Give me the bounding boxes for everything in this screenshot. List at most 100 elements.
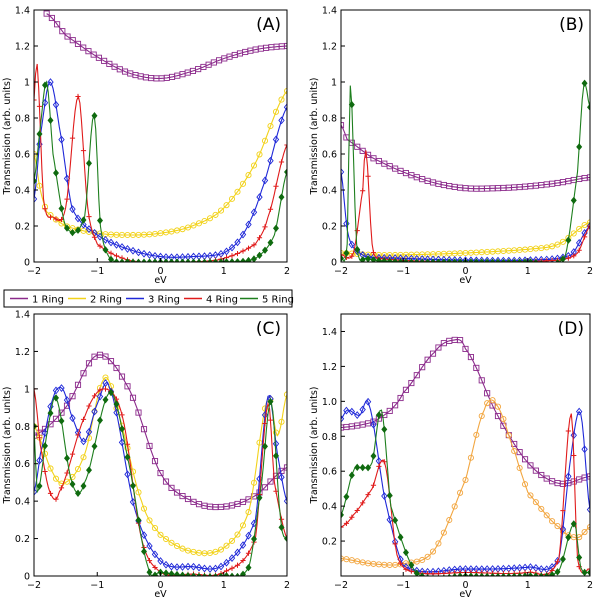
marker-2-1-46: [586, 219, 590, 226]
marker-3-4-46: [284, 534, 287, 543]
marker-3-4-25: [168, 570, 175, 576]
marker-3-0-10: [85, 360, 93, 367]
marker-1-3-14: [108, 250, 114, 256]
marker-4-1-35: [527, 492, 534, 499]
series-line-1-3-ring: [34, 81, 287, 258]
x-tick-label: 2: [587, 580, 593, 591]
marker-3-4-15: [113, 400, 120, 408]
marker-4-4-30: [500, 572, 506, 576]
marker-4-0-14: [413, 372, 420, 379]
marker-4-0-17: [429, 350, 437, 357]
marker-2-2-25: [473, 256, 480, 262]
marker-2-4-28: [489, 258, 496, 262]
marker-2-4-26: [478, 258, 485, 262]
marker-1-1-25: [168, 228, 175, 235]
y-tick-label: 0.2: [322, 222, 337, 233]
marker-1-2-18: [129, 246, 137, 255]
marker-3-0-24: [162, 478, 170, 485]
y-tick-label: 1.4: [15, 6, 30, 17]
marker-1-0-5: [69, 37, 76, 44]
marker-3-4-43: [267, 397, 274, 406]
marker-4-3-40: [554, 559, 561, 565]
marker-3-3-2: [42, 468, 48, 475]
marker-2-4-16: [424, 258, 431, 262]
marker-3-0-23: [157, 470, 164, 477]
marker-3-2-27: [179, 563, 186, 571]
marker-4-1-26: [478, 412, 485, 420]
marker-1-4-44: [273, 224, 279, 232]
x-tick-label: 2: [284, 580, 290, 591]
marker-3-1-9: [80, 454, 87, 461]
marker-3-4-8: [75, 489, 81, 497]
marker-4-1-15: [419, 556, 426, 564]
marker-3-4-1: [36, 482, 43, 490]
marker-4-2-8: [381, 492, 388, 500]
marker-4-4-4: [359, 463, 366, 472]
marker-4-1-25: [473, 431, 480, 438]
marker-3-2-10: [85, 428, 93, 436]
marker-1-1-42: [261, 137, 269, 144]
marker-1-4-33: [212, 258, 219, 262]
marker-1-1-32: [206, 215, 214, 222]
marker-3-1-8: [74, 466, 82, 473]
series-line-3-1-ring: [34, 354, 287, 508]
marker-3-0-43: [267, 478, 274, 485]
marker-3-3-3: [47, 490, 54, 497]
marker-4-2-4: [359, 405, 366, 414]
panel-label: (A): [256, 15, 281, 35]
marker-2-3-43: [571, 253, 577, 259]
marker-1-1-40: [250, 162, 258, 169]
marker-2-4-24: [467, 258, 474, 262]
marker-4-4-37: [538, 572, 545, 576]
marker-1-1-27: [179, 226, 186, 233]
marker-3-3-6: [64, 470, 70, 476]
marker-4-2-5: [364, 397, 372, 406]
marker-2-1-44: [576, 225, 583, 233]
y-tick-label: 0.6: [322, 467, 337, 478]
marker-2-2-46: [586, 222, 590, 230]
marker-1-4-1: [36, 130, 43, 138]
marker-2-0-0: [341, 122, 345, 129]
marker-4-2-45: [581, 445, 588, 454]
marker-3-4-18: [130, 482, 136, 490]
marker-3-4-17: [124, 453, 131, 461]
y-tick-label: 0: [24, 572, 30, 583]
marker-4-3-42: [565, 428, 571, 434]
marker-3-4-29: [190, 572, 197, 576]
marker-4-3-13: [408, 568, 414, 574]
series-line-1-4-ring: [34, 63, 287, 262]
marker-2-3-42: [565, 255, 571, 261]
marker-1-1-36: [228, 195, 236, 202]
marker-2-3-6: [370, 250, 377, 256]
marker-3-2-16: [118, 438, 126, 447]
marker-1-2-41: [256, 193, 263, 202]
panel-a: −2 −1 0 1 2 0 0.2 0.4 0.6 0.8 1 1.2 1.4 eV Transmissio…: [2, 6, 290, 287]
marker-4-0-36: [532, 467, 539, 474]
y-axis-label: Transmission (arb. units): [309, 78, 320, 196]
marker-4-4-10: [392, 516, 399, 524]
marker-1-4-22: [152, 258, 158, 262]
marker-2-4-43: [570, 196, 577, 205]
marker-4-1-23: [462, 476, 469, 483]
marker-1-3-36: [229, 253, 235, 259]
marker-1-4-39: [245, 256, 252, 262]
marker-1-3-42: [262, 224, 268, 230]
marker-1-4-13: [102, 246, 109, 254]
marker-1-1-37: [234, 188, 241, 195]
marker-3-3-38: [240, 557, 246, 564]
marker-3-4-21: [146, 568, 153, 576]
marker-3-2-46: [283, 497, 287, 506]
marker-1-2-8: [74, 214, 82, 223]
marker-3-2-37: [234, 548, 241, 557]
marker-3-3-22: [152, 564, 158, 571]
series-line-1-1-ring: [46, 13, 287, 79]
marker-1-4-15: [113, 258, 120, 262]
marker-4-4-7: [375, 411, 382, 419]
marker-3-1-28: [184, 547, 192, 554]
marker-3-2-17: [124, 470, 131, 479]
marker-2-4-32: [511, 258, 517, 262]
marker-1-1-35: [223, 202, 230, 209]
marker-3-1-22: [151, 525, 159, 532]
legend-label-1-ring: 1 Ring: [32, 295, 64, 306]
marker-3-1-20: [140, 505, 148, 512]
